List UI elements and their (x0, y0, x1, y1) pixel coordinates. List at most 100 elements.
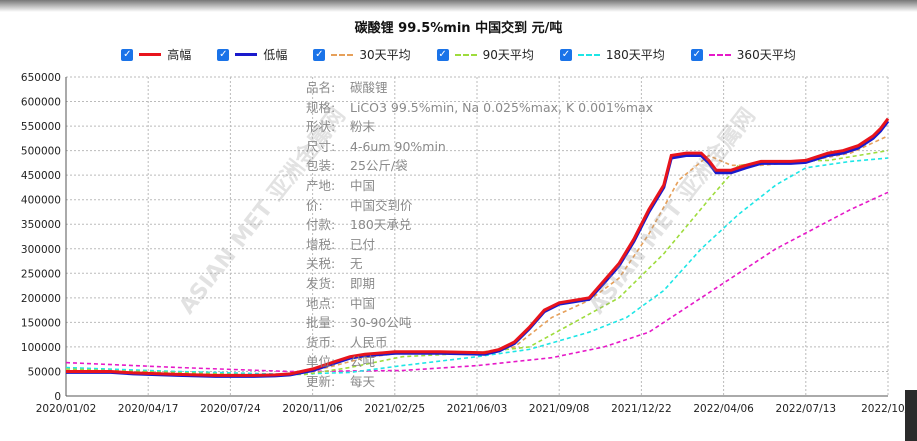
chart-title: 碳酸锂 99.5%min 中国交到 元/吨 (354, 21, 563, 36)
y-tick-label: 300000 (21, 244, 61, 256)
info-value: 180天承兑 (350, 217, 412, 233)
legend-item[interactable]: ✓ 180天平均 (559, 46, 665, 63)
checkbox-icon[interactable]: ✓ (559, 48, 572, 61)
x-tick-label: 2022/10/2 (861, 403, 915, 415)
info-key: 更新: (306, 373, 336, 389)
info-value: 人民币 (350, 334, 388, 350)
top-shadow (0, 0, 917, 12)
legend-item[interactable]: ✓ 360天平均 (690, 46, 796, 63)
checkbox-icon[interactable]: ✓ (436, 48, 449, 61)
info-row: 增税: 已付 (306, 235, 653, 255)
checkbox-icon[interactable]: ✓ (690, 48, 703, 61)
info-row: 包装: 25公斤/袋 (306, 156, 653, 176)
checkbox-icon[interactable]: ✓ (217, 48, 230, 61)
legend-item[interactable]: ✓ 30天平均 (313, 46, 411, 63)
info-row: 规格: LiCO3 99.5%min, Na 0.025%max, K 0.001… (306, 98, 653, 118)
info-key: 形状: (306, 119, 336, 135)
info-key: 关税: (306, 256, 336, 272)
info-value: 中国 (350, 177, 376, 193)
series-line (65, 157, 889, 376)
info-value: 30-90公吨 (350, 315, 412, 331)
legend-label: 低幅 (263, 48, 288, 62)
info-value: 中国 (350, 295, 376, 311)
x-tick-label: 2022/07/13 (776, 403, 837, 415)
legend-label: 高幅 (167, 48, 192, 62)
info-row: 批量: 30-90公吨 (306, 313, 653, 333)
x-tick-label: 2021/09/08 (529, 403, 590, 415)
y-tick-label: 200000 (21, 293, 61, 305)
legend: ✓ 高幅 ✓ 低幅 ✓ 30天平均 ✓ 90天平均 ✓ 180天平均 ✓ 360天平均 (0, 46, 917, 63)
info-value: 公吨 (350, 354, 376, 370)
legend-swatch (331, 53, 354, 56)
legend-label: 30天平均 (359, 48, 411, 62)
checkbox-icon[interactable]: ✓ (121, 48, 134, 61)
legend-item[interactable]: ✓ 高幅 (121, 46, 191, 63)
x-tick-label: 2020/07/24 (200, 403, 261, 415)
info-key: 批量: (306, 315, 336, 331)
info-value: 无 (350, 256, 363, 272)
info-row: 地点: 中国 (306, 294, 653, 314)
y-tick-label: 650000 (21, 72, 61, 84)
y-tick-label: 100000 (21, 342, 61, 354)
info-value: 碳酸锂 (350, 80, 388, 95)
y-tick-label: 500000 (21, 146, 61, 158)
x-tick-label: 2021/02/25 (365, 403, 426, 415)
x-tick-label: 2021/06/03 (447, 403, 508, 415)
x-tick-label: 2021/12/22 (611, 403, 672, 415)
info-key: 产地: (306, 177, 336, 193)
info-row: 产地: 中国 (306, 176, 653, 196)
y-tick-label: 50000 (28, 366, 61, 378)
x-tick-label: 2020/04/17 (118, 403, 179, 415)
info-row: 形状: 粉末 (306, 117, 653, 137)
legend-label: 90天平均 (482, 48, 534, 62)
info-row: 货币: 人民币 (306, 333, 653, 353)
y-tick-label: 400000 (21, 195, 61, 207)
info-row: 付款: 180天承兑 (306, 215, 653, 235)
info-row: 尺寸: 4-6um 90%min (306, 137, 653, 157)
series-line (66, 117, 890, 377)
info-row: 关税: 无 (306, 254, 653, 274)
series-line (65, 191, 889, 373)
y-tick-label: 0 (54, 391, 61, 403)
info-key: 增税: (306, 236, 336, 252)
info-value: 中国交到价 (350, 197, 413, 213)
y-tick-label: 150000 (21, 317, 61, 329)
y-tick-label: 450000 (21, 170, 61, 182)
info-key: 价: (306, 197, 323, 213)
y-tick-label: 600000 (21, 97, 61, 109)
checkbox-icon[interactable]: ✓ (313, 48, 326, 61)
x-tick-label: 2020/01/02 (36, 403, 97, 415)
legend-swatch (708, 53, 731, 56)
x-tick-label: 2020/11/06 (282, 403, 343, 415)
info-key: 包装: (306, 158, 336, 174)
legend-item[interactable]: ✓ 低幅 (217, 46, 287, 63)
info-key: 尺寸: (306, 138, 336, 154)
legend-swatch (139, 53, 162, 56)
info-value: 25公斤/袋 (350, 158, 408, 174)
y-tick-label: 550000 (21, 121, 61, 133)
legend-swatch (454, 53, 477, 56)
legend-swatch (235, 53, 258, 56)
info-key: 单位: (306, 354, 336, 370)
info-value: 4-6um 90%min (350, 138, 446, 154)
product-info: 品名: 碳酸锂 规格: LiCO3 99.5%min, Na 0.025%max, K… (306, 78, 653, 392)
info-row: 品名: 碳酸锂 (306, 78, 653, 98)
info-key: 品名: (306, 80, 336, 95)
scrollbar[interactable] (905, 390, 917, 441)
legend-label: 360天平均 (736, 48, 796, 62)
info-row: 发货: 即期 (306, 274, 653, 294)
info-value: 每天 (350, 373, 376, 389)
y-tick-label: 250000 (21, 268, 61, 280)
info-key: 货币: (306, 334, 336, 350)
info-value: LiCO3 99.5%min, Na 0.025%max, K 0.001%ma… (350, 99, 654, 115)
info-key: 发货: (306, 275, 336, 291)
info-value: 粉末 (350, 119, 376, 135)
info-key: 付款: (306, 217, 336, 233)
info-value: 即期 (350, 275, 376, 291)
legend-label: 180天平均 (605, 48, 665, 62)
info-key: 规格: (306, 99, 336, 115)
info-row: 单位: 公吨 (306, 352, 653, 372)
legend-item[interactable]: ✓ 90天平均 (436, 46, 534, 63)
info-row: 价: 中国交到价 (306, 196, 653, 216)
